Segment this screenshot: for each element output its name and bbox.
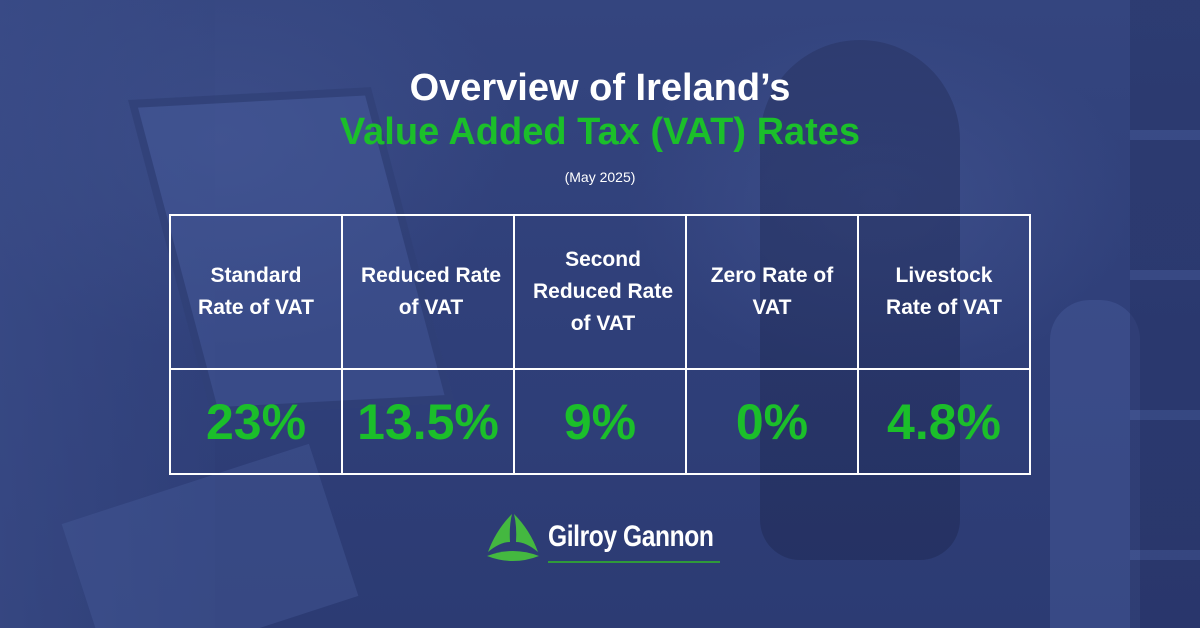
rate-label-reduced: Reduced Rate of VAT: [360, 264, 502, 319]
brand-logo: Gilroy Gannon: [482, 512, 722, 564]
table-header-cell: Zero Rate of VAT: [685, 214, 859, 370]
rate-label-standard: Standard Rate of VAT: [198, 264, 314, 319]
rate-label-second-reduced: Second Reduced Rate of VAT: [532, 248, 674, 335]
date-subtitle: (May 2025): [564, 169, 636, 185]
triangle-logo-icon: [487, 514, 539, 561]
rate-value-second-reduced: 9%: [563, 393, 637, 450]
brand-name: Gilroy Gannon: [548, 520, 714, 553]
rate-label-livestock: Livestock Rate of VAT: [886, 264, 1002, 319]
rate-value-reduced: 13.5%: [357, 393, 499, 450]
rate-value-standard: 23%: [205, 393, 307, 450]
table-value-cell: 13.5%: [341, 368, 515, 475]
brand-underline: [548, 561, 720, 563]
table-header-cell: Reduced Rate of VAT: [341, 214, 515, 370]
table-header-row: Standard Rate of VAT Reduced Rate of VAT…: [169, 214, 1031, 370]
rate-value-livestock: 4.8%: [887, 393, 1001, 450]
table-header-cell: Livestock Rate of VAT: [857, 214, 1031, 370]
table-value-cell: 9%: [513, 368, 687, 475]
rate-value-zero: 0%: [735, 393, 809, 450]
table-value-cell: 23%: [169, 368, 343, 475]
rate-label-zero: Zero Rate of VAT: [710, 264, 834, 319]
table-header-cell: Standard Rate of VAT: [169, 214, 343, 370]
table-value-row: 23% 13.5% 9% 0% 4.8%: [169, 368, 1031, 475]
page-title-highlight: Value Added Tax (VAT) Rates: [339, 111, 861, 153]
table-header-cell: Second Reduced Rate of VAT: [513, 214, 687, 370]
background-shelf: [1130, 0, 1200, 628]
vat-rates-table: Standard Rate of VAT Reduced Rate of VAT…: [169, 214, 1031, 475]
background-chair: [1050, 300, 1140, 628]
table-value-cell: 0%: [685, 368, 859, 475]
table-value-cell: 4.8%: [857, 368, 1031, 475]
page-title: Overview of Ireland’s: [409, 67, 791, 109]
